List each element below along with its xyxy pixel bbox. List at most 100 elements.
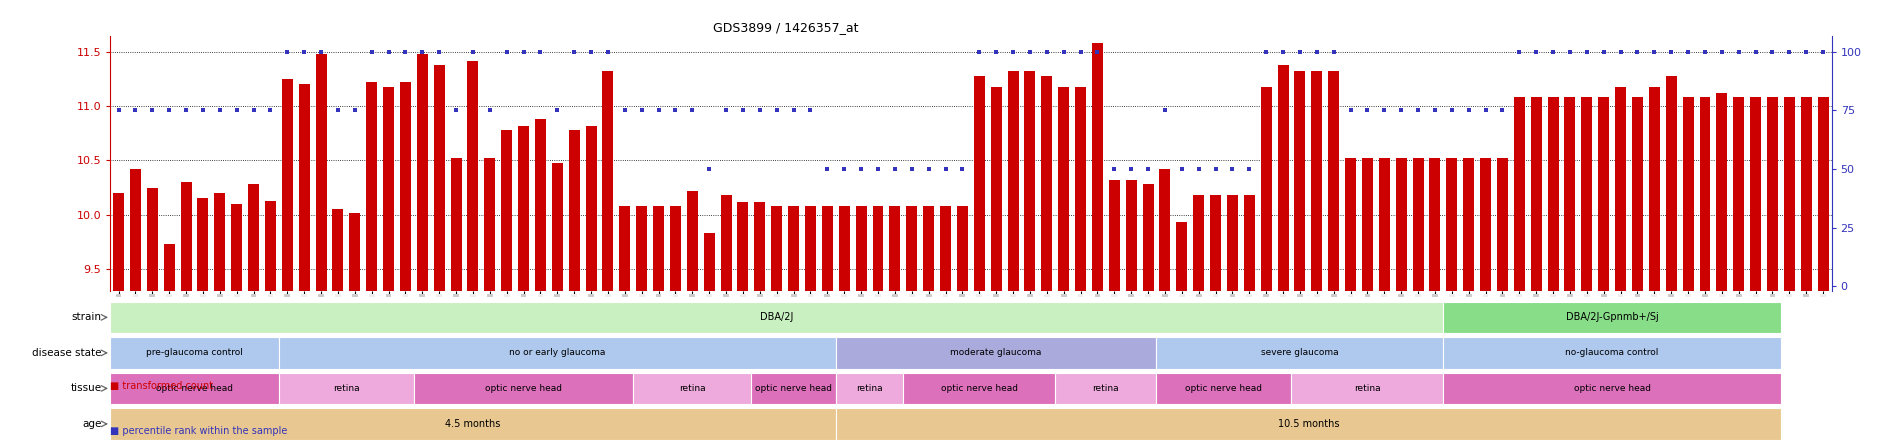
Point	[323, 107, 353, 114]
Bar	[721, 195, 731, 291]
Point	[864, 166, 894, 173]
Bar	[835, 337, 1156, 369]
Point	[239, 107, 270, 114]
Point	[1454, 107, 1484, 114]
Point	[1167, 166, 1198, 173]
Bar	[1156, 337, 1442, 369]
Text: pre-glaucoma control: pre-glaucoma control	[146, 349, 243, 357]
Point	[1706, 48, 1737, 56]
Bar	[110, 302, 1442, 333]
Bar	[1346, 158, 1355, 291]
Bar	[1498, 158, 1507, 291]
Point	[1251, 48, 1281, 56]
Bar	[905, 206, 917, 291]
Bar	[1412, 158, 1424, 291]
Point	[1082, 48, 1112, 56]
Point	[423, 48, 454, 56]
Point	[492, 48, 522, 56]
Bar	[110, 337, 279, 369]
Point	[1572, 48, 1602, 56]
Bar	[214, 193, 226, 291]
Bar	[450, 158, 461, 291]
Bar	[922, 206, 934, 291]
Bar	[957, 206, 968, 291]
Point	[1368, 107, 1399, 114]
Point	[1319, 48, 1349, 56]
Point	[271, 48, 302, 56]
Point	[1234, 166, 1264, 173]
Bar	[1564, 97, 1575, 291]
Point	[1015, 48, 1046, 56]
Text: retina: retina	[856, 384, 883, 393]
Bar	[839, 206, 850, 291]
Point	[440, 107, 471, 114]
Bar	[1074, 87, 1086, 291]
Point	[1606, 48, 1636, 56]
Point	[1302, 48, 1332, 56]
Point	[1554, 48, 1585, 56]
Point	[1116, 166, 1146, 173]
Bar	[1442, 373, 1780, 404]
Bar	[1156, 373, 1291, 404]
Bar	[332, 209, 344, 291]
Point	[457, 48, 488, 56]
Bar	[1442, 337, 1780, 369]
Bar	[752, 373, 835, 404]
Point	[1809, 48, 1839, 56]
Bar	[974, 76, 985, 291]
Bar	[1329, 71, 1340, 291]
Point	[374, 48, 404, 56]
Point	[947, 166, 977, 173]
Bar	[1716, 93, 1727, 291]
Text: no or early glaucoma: no or early glaucoma	[509, 349, 605, 357]
Point	[154, 107, 184, 114]
Bar	[484, 158, 495, 291]
Point	[171, 107, 201, 114]
Bar	[805, 206, 816, 291]
Bar	[552, 163, 564, 291]
Bar	[1363, 158, 1372, 291]
Bar	[1767, 97, 1778, 291]
Point	[1065, 48, 1095, 56]
Point	[1268, 48, 1298, 56]
Bar	[687, 191, 698, 291]
Point	[879, 166, 909, 173]
Bar	[1091, 43, 1103, 291]
Bar	[1177, 222, 1188, 291]
Text: retina: retina	[1093, 384, 1120, 393]
Bar	[114, 193, 123, 291]
Point	[998, 48, 1029, 56]
Point	[812, 166, 843, 173]
Bar	[1378, 158, 1389, 291]
Point	[847, 166, 877, 173]
Point	[1775, 48, 1805, 56]
Point	[1503, 48, 1534, 56]
Bar	[180, 182, 192, 291]
Text: optic nerve head: optic nerve head	[486, 384, 562, 393]
Point	[1723, 48, 1754, 56]
Point	[560, 48, 590, 56]
Point	[1657, 48, 1687, 56]
Bar	[1632, 97, 1644, 291]
Text: severe glaucoma: severe glaucoma	[1260, 349, 1338, 357]
Bar	[1429, 158, 1441, 291]
Point	[1386, 107, 1416, 114]
Bar	[738, 202, 748, 291]
Bar	[1649, 87, 1661, 291]
Point	[727, 107, 757, 114]
Bar	[1243, 195, 1255, 291]
Bar	[349, 213, 361, 291]
Point	[829, 166, 860, 173]
Point	[474, 107, 505, 114]
Bar	[1615, 87, 1627, 291]
Bar	[501, 130, 512, 291]
Bar	[1395, 158, 1406, 291]
Point	[222, 107, 252, 114]
Point	[1437, 107, 1467, 114]
Point	[1792, 48, 1822, 56]
Point	[913, 166, 943, 173]
Bar	[1784, 97, 1796, 291]
Bar	[279, 373, 414, 404]
Point	[306, 48, 336, 56]
Bar	[1312, 71, 1323, 291]
